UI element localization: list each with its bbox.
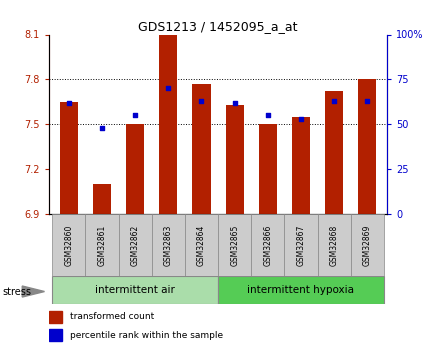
Text: transformed count: transformed count — [70, 313, 154, 322]
Text: GSM32861: GSM32861 — [97, 224, 106, 266]
Bar — [49, 311, 62, 323]
Text: intermittent air: intermittent air — [95, 285, 175, 295]
Bar — [218, 214, 251, 276]
Bar — [159, 35, 178, 214]
Polygon shape — [22, 286, 44, 297]
Point — [331, 98, 338, 104]
Bar — [85, 214, 118, 276]
Bar — [49, 329, 62, 341]
Bar — [152, 214, 185, 276]
Text: percentile rank within the sample: percentile rank within the sample — [70, 331, 223, 339]
Text: GSM32863: GSM32863 — [164, 224, 173, 266]
Bar — [284, 214, 318, 276]
Bar — [185, 214, 218, 276]
Bar — [351, 214, 384, 276]
Bar — [358, 79, 376, 214]
Point — [198, 98, 205, 104]
Point — [231, 100, 238, 106]
Text: stress: stress — [2, 287, 31, 296]
Point — [264, 112, 271, 118]
Text: GSM32864: GSM32864 — [197, 224, 206, 266]
Text: intermittent hypoxia: intermittent hypoxia — [247, 285, 354, 295]
Text: GSM32869: GSM32869 — [363, 224, 372, 266]
Point — [98, 125, 105, 130]
Bar — [325, 91, 343, 214]
Point — [165, 86, 172, 91]
Bar — [118, 214, 152, 276]
Bar — [192, 84, 210, 214]
Text: GSM32860: GSM32860 — [65, 224, 73, 266]
Text: GSM32867: GSM32867 — [296, 224, 305, 266]
Point — [364, 98, 371, 104]
Bar — [292, 117, 310, 214]
Text: GSM32862: GSM32862 — [131, 224, 140, 266]
Bar — [226, 105, 244, 214]
Bar — [259, 124, 277, 214]
Text: GSM32868: GSM32868 — [330, 224, 339, 266]
Bar — [251, 214, 284, 276]
Point — [65, 100, 73, 106]
Bar — [52, 214, 85, 276]
Text: GSM32865: GSM32865 — [230, 224, 239, 266]
Bar — [52, 276, 218, 304]
Bar — [60, 102, 78, 214]
Point — [132, 112, 139, 118]
Bar — [126, 124, 144, 214]
Point — [297, 116, 304, 121]
Title: GDS1213 / 1452095_a_at: GDS1213 / 1452095_a_at — [138, 20, 298, 33]
Text: GSM32866: GSM32866 — [263, 224, 272, 266]
Bar — [218, 276, 384, 304]
Bar — [93, 184, 111, 214]
Bar — [318, 214, 351, 276]
